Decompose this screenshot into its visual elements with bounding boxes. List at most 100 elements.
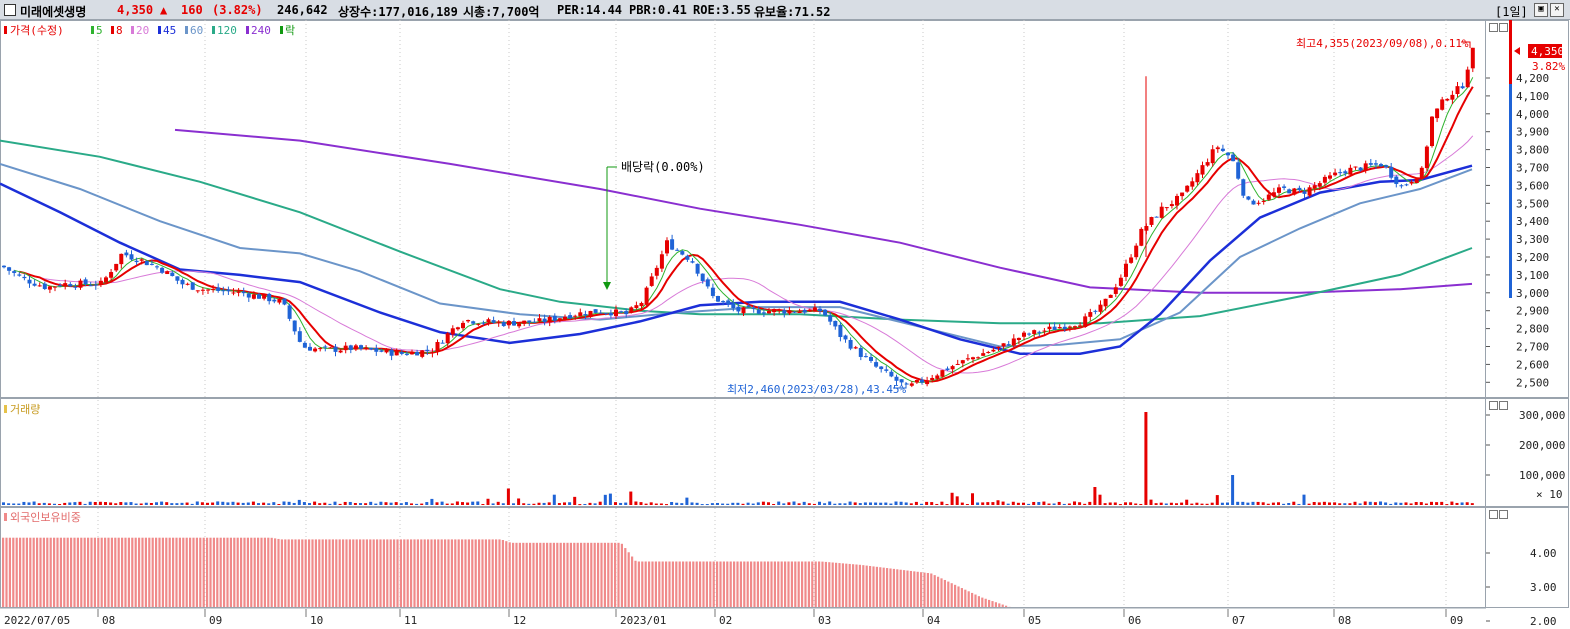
foreign-tick-label: 4.00 — [1530, 547, 1557, 560]
volume-bar — [1108, 502, 1112, 505]
foreign-ratio-bar — [345, 539, 348, 607]
volume-bar — [272, 502, 276, 505]
foreign-ratio-bar — [920, 572, 923, 607]
high-annotation: 최고4,355(2023/09/08),0.11% — [1296, 37, 1471, 50]
candle-body — [1052, 326, 1057, 330]
candle-body — [1404, 184, 1409, 186]
title-bar: 미래에셋생명 4,350 ▲ 160 (3.82%) 246,642 상장수:1… — [0, 0, 1570, 20]
candle-body — [843, 335, 848, 340]
candle-body — [216, 287, 221, 291]
foreign-ratio-bar — [801, 561, 804, 607]
candle-body — [231, 292, 236, 294]
volume-bar — [404, 502, 408, 505]
pbr-value: PBR:0.41 — [629, 3, 687, 17]
current-price: 4,350 — [117, 3, 154, 17]
foreign-ratio-bar — [658, 561, 661, 607]
foreign-ratio-bar — [243, 537, 246, 607]
volume-bar — [517, 498, 521, 505]
foreign-ratio-bar — [923, 572, 926, 607]
foreign-ratio-bar — [957, 586, 960, 607]
candle-body — [1373, 163, 1378, 165]
foreign-pane-close-button[interactable] — [1499, 510, 1508, 519]
foreign-ratio-bar — [36, 537, 39, 607]
volume-bar — [930, 502, 934, 505]
select-checkbox[interactable] — [4, 4, 16, 16]
foreign-ratio-bar — [709, 561, 712, 607]
foreign-ratio-bar — [335, 539, 338, 607]
price-pane-close-button[interactable] — [1499, 23, 1508, 32]
volume-bar — [690, 502, 694, 505]
float-ratio: 유보율:71.52 — [754, 5, 831, 19]
candle-body — [1317, 183, 1322, 187]
foreign-ratio-bar — [576, 542, 579, 607]
volume-pane-close-button[interactable] — [1499, 401, 1508, 410]
candle-body — [1363, 163, 1368, 170]
volume-bar — [751, 503, 755, 505]
volume-bar — [1338, 503, 1342, 505]
volume-bar — [512, 503, 515, 505]
ma60-line — [0, 162, 1473, 348]
volume-bar — [904, 502, 908, 505]
volume-bar — [211, 502, 215, 505]
candle-body — [287, 305, 292, 319]
candle-body — [144, 260, 149, 266]
foreign-ratio-bar — [756, 561, 759, 607]
volume-bar — [68, 502, 72, 505]
foreign-ratio-bar — [733, 561, 736, 607]
volume-bar — [369, 501, 373, 505]
candle-body — [1246, 196, 1251, 200]
volume-pane-max-button[interactable] — [1489, 401, 1498, 410]
candle-body — [292, 320, 297, 332]
foreign-ratio-bar — [454, 539, 457, 607]
foreign-ratio-bar — [182, 537, 185, 607]
candle-body — [894, 376, 899, 381]
foreign-ratio-bar — [464, 539, 467, 607]
stock-chart[interactable]: 4,200 4,100 4,000 3,900 3,800 3,700 3,600 3,500… — [0, 20, 1570, 629]
foreign-ratio-bar — [875, 566, 878, 607]
foreign-ratio-bar — [960, 588, 963, 607]
candle-body — [1399, 185, 1404, 187]
volume-bar — [879, 502, 883, 505]
candle-body — [1409, 181, 1414, 184]
volume-bar — [614, 502, 617, 505]
market-cap: 시총:7,700억 — [463, 5, 540, 19]
candle-body — [1088, 312, 1093, 317]
foreign-ratio-bar — [505, 541, 508, 607]
close-button[interactable]: ✕ — [1550, 3, 1564, 17]
candle-body — [1287, 189, 1292, 194]
price-pane-max-button[interactable] — [1489, 23, 1498, 32]
foreign-ratio-bar — [488, 539, 491, 607]
foreign-ratio-bar — [450, 539, 453, 607]
last-price-value: 4,350 — [1531, 45, 1564, 58]
volume-bar — [675, 502, 679, 505]
price-axis: 4,200 4,100 4,000 3,900 3,800 3,700 3,600 3,500… — [1486, 72, 1549, 389]
volume-bar — [109, 502, 113, 505]
candle-body — [690, 261, 695, 263]
candle-body — [379, 350, 384, 352]
volume-bar — [2, 502, 5, 505]
foreign-ratio-bar — [522, 542, 525, 607]
date-label: 12 — [513, 614, 526, 627]
volume-bar — [863, 502, 867, 505]
foreign-ratio-bar — [301, 539, 304, 607]
restore-button[interactable]: ▣ — [1534, 3, 1548, 17]
volume-bar — [1113, 502, 1117, 505]
candle-body — [501, 322, 506, 326]
foreign-ratio-bar — [491, 539, 494, 607]
candle-body — [1379, 164, 1383, 167]
volume-tick-label: 200,000 — [1519, 439, 1565, 452]
candle-body — [996, 346, 1001, 349]
candle-body — [1164, 207, 1169, 209]
foreign-ratio-bar — [413, 539, 416, 607]
volume-bar — [435, 502, 439, 505]
volume-bar — [1185, 499, 1189, 505]
foreign-ratio-bar — [246, 537, 249, 607]
foreign-ratio-bar — [104, 537, 107, 607]
volume-bar — [12, 503, 16, 505]
volume-bar — [420, 503, 424, 505]
volume-bar — [527, 503, 531, 505]
period-button[interactable]: [1일] — [1495, 5, 1528, 19]
foreign-ratio-bar — [253, 537, 256, 607]
foreign-pane-max-button[interactable] — [1489, 510, 1498, 519]
foreign-axis: 4.00 3.00 2.00 — [1486, 547, 1557, 628]
